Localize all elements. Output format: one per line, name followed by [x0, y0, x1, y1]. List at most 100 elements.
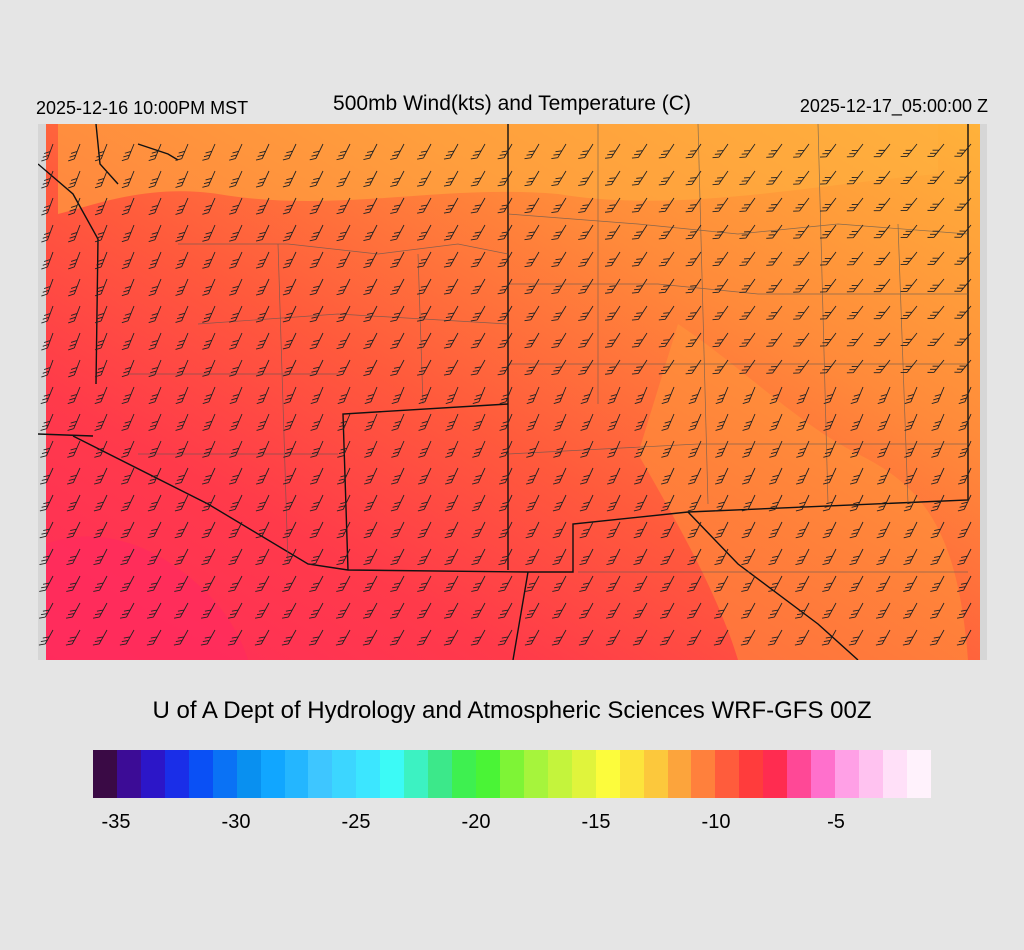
- wind-barb: [148, 143, 162, 161]
- wind-barb: [363, 332, 378, 349]
- wind-barb: [228, 602, 243, 619]
- wind-barb: [202, 467, 216, 485]
- wind-barb: [68, 197, 81, 216]
- colorbar-swatch: [691, 750, 716, 798]
- wind-barb: [256, 413, 270, 431]
- wind-barb: [174, 602, 189, 619]
- wind-barb: [443, 143, 459, 160]
- wind-barb: [688, 413, 702, 431]
- wind-barb: [553, 386, 567, 405]
- wind-barb: [94, 413, 108, 431]
- wind-barb: [39, 575, 54, 592]
- wind-barb: [309, 305, 324, 323]
- colorbar-swatch: [284, 750, 309, 798]
- wind-barb: [283, 386, 297, 405]
- wind-barb: [551, 629, 567, 646]
- wind-barb: [796, 386, 810, 405]
- colorbar-swatch: [404, 750, 429, 798]
- wind-barb: [742, 440, 756, 458]
- wind-barb: [282, 548, 297, 566]
- colorbar-swatch: [308, 750, 333, 798]
- wind-barb: [661, 413, 675, 431]
- wind-barb: [957, 602, 972, 619]
- wind-barb: [658, 278, 675, 294]
- colorbar-tick-label: -20: [461, 811, 491, 833]
- wind-barb: [769, 386, 783, 405]
- wind-barb: [822, 521, 837, 539]
- wind-barb: [957, 521, 972, 539]
- wind-barb: [309, 332, 324, 350]
- wind-barb: [715, 413, 729, 431]
- wind-barb: [848, 629, 864, 646]
- wind-barb: [148, 224, 162, 242]
- wind-barb: [552, 575, 567, 592]
- wind-barb: [768, 548, 783, 566]
- wind-barb: [497, 197, 513, 214]
- wind-barb: [363, 305, 378, 322]
- wind-barb: [769, 440, 783, 458]
- temperature-wind-map: [38, 124, 987, 660]
- wind-barb: [497, 278, 513, 295]
- wind-barb: [390, 170, 405, 187]
- wind-barb: [793, 359, 810, 374]
- colorbar-swatch: [595, 750, 620, 798]
- wind-barb: [68, 278, 81, 297]
- wind-barb: [793, 251, 810, 266]
- wind-barb: [363, 548, 378, 566]
- wind-barb: [336, 575, 351, 592]
- wind-barb: [120, 494, 135, 512]
- wind-barb: [606, 521, 621, 539]
- wind-barb: [819, 197, 837, 212]
- wind-barb: [633, 521, 648, 539]
- wind-barb: [793, 197, 810, 212]
- wind-barb: [524, 224, 540, 241]
- wind-barb: [631, 143, 648, 159]
- wind-barb: [229, 467, 243, 485]
- wind-barb: [658, 143, 675, 159]
- wind-barb: [873, 359, 891, 374]
- wind-barb: [931, 440, 945, 458]
- wind-barb: [255, 224, 270, 242]
- wind-barb: [634, 386, 648, 405]
- wind-barb: [766, 305, 783, 320]
- wind-barb: [308, 629, 324, 646]
- wind-barb: [120, 602, 135, 619]
- wind-barb: [418, 467, 432, 485]
- wind-barb: [390, 359, 405, 376]
- wind-barb: [202, 440, 216, 458]
- wind-barb: [41, 197, 54, 216]
- wind-barb: [739, 170, 756, 185]
- wind-barb: [121, 386, 135, 405]
- wind-barb: [121, 251, 135, 270]
- map-svg: [38, 124, 980, 660]
- wind-barb: [363, 575, 378, 592]
- colorbar-swatch: [882, 750, 907, 798]
- wind-barb: [363, 602, 378, 619]
- wind-barb: [900, 278, 918, 292]
- wind-barb: [578, 629, 594, 646]
- wind-barb: [364, 386, 378, 405]
- wind-barb: [930, 548, 945, 566]
- wind-barb: [120, 575, 135, 592]
- wind-barb: [524, 251, 540, 268]
- wind-barb: [174, 575, 189, 592]
- wind-barb: [605, 278, 621, 294]
- wind-barb: [147, 575, 162, 592]
- wind-barb: [551, 305, 567, 321]
- wind-barb: [65, 629, 81, 646]
- wind-barb: [739, 251, 756, 266]
- wind-barb: [633, 548, 648, 566]
- colorbar-swatch: [260, 750, 285, 798]
- wind-barb: [958, 440, 972, 458]
- wind-barb: [552, 602, 567, 619]
- wind-barb: [687, 602, 702, 619]
- wind-barb: [121, 359, 135, 378]
- orange-region-east: [638, 324, 968, 660]
- wind-barb: [336, 143, 351, 161]
- wind-barb: [957, 494, 972, 512]
- wind-barb: [229, 251, 243, 269]
- wind-barb: [175, 197, 189, 215]
- colorbar-swatch: [859, 750, 883, 798]
- wind-barb: [444, 494, 459, 512]
- wind-barb: [954, 332, 972, 346]
